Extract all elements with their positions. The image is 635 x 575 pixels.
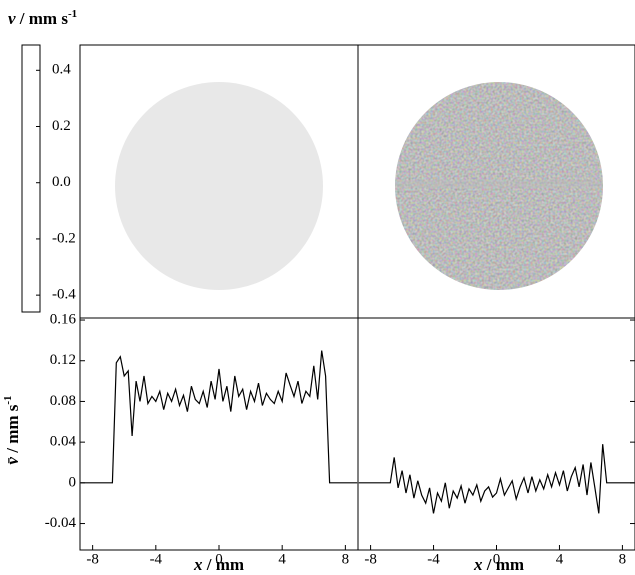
x-tick-label: 8 — [619, 551, 627, 567]
y-tick-label: 0.12 — [50, 352, 76, 368]
x-tick-label: -4 — [427, 551, 440, 567]
colorbar-tick-label: 0.4 — [52, 62, 71, 78]
colorbar-tick-label: 0.2 — [52, 118, 71, 134]
y-tick-label: -0.04 — [45, 515, 77, 531]
right-band — [395, 180, 603, 188]
x-axis-label: x / mm — [473, 555, 524, 574]
left-plot — [79, 317, 359, 551]
x-tick-label: 0 — [493, 551, 501, 567]
x-tick-label: 4 — [278, 551, 286, 567]
right-plot — [357, 317, 635, 551]
y-tick-label: 0 — [69, 474, 77, 490]
colorbar-tick-label: -0.2 — [52, 230, 76, 246]
y-axis-label: v̄ / mm s-1 — [2, 395, 22, 464]
data-line — [80, 350, 358, 484]
y-tick-label: 0.08 — [50, 393, 76, 409]
left-disc — [115, 82, 323, 290]
x-tick-label: -8 — [364, 551, 377, 567]
colorbar-tick-label: -0.4 — [52, 287, 76, 303]
colorbar — [21, 44, 41, 313]
x-tick-label: 8 — [342, 551, 350, 567]
colorbar-title: v / mm s-1 — [8, 8, 77, 28]
y-tick-label: 0.16 — [50, 311, 77, 327]
x-tick-label: -8 — [86, 551, 99, 567]
x-tick-label: 0 — [215, 551, 223, 567]
y-tick-label: 0.04 — [50, 434, 77, 450]
right-disc — [395, 82, 603, 290]
colorbar-tick-label: 0.0 — [52, 174, 71, 190]
x-axis-label: x / mm — [193, 555, 244, 574]
x-tick-label: 4 — [556, 551, 564, 567]
x-tick-label: -4 — [150, 551, 163, 567]
data-line — [358, 444, 635, 514]
